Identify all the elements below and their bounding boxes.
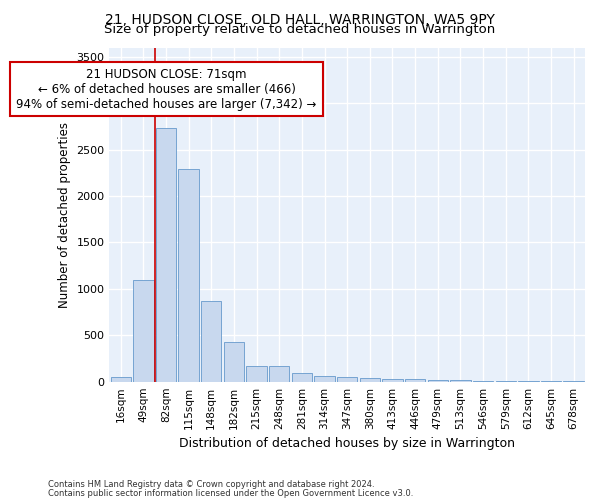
Bar: [201, 301, 221, 382]
Bar: [178, 169, 199, 382]
Bar: [133, 280, 154, 382]
X-axis label: Distribution of detached houses by size in Warrington: Distribution of detached houses by size …: [179, 437, 515, 450]
Bar: [382, 379, 403, 382]
Bar: [224, 342, 244, 382]
Bar: [473, 381, 493, 382]
Bar: [156, 128, 176, 382]
Bar: [359, 378, 380, 382]
Text: 21, HUDSON CLOSE, OLD HALL, WARRINGTON, WA5 9PY: 21, HUDSON CLOSE, OLD HALL, WARRINGTON, …: [105, 12, 495, 26]
Bar: [337, 377, 358, 382]
Bar: [269, 366, 289, 382]
Bar: [450, 380, 470, 382]
Bar: [292, 374, 312, 382]
Text: Size of property relative to detached houses in Warrington: Size of property relative to detached ho…: [104, 22, 496, 36]
Text: 21 HUDSON CLOSE: 71sqm
← 6% of detached houses are smaller (466)
94% of semi-det: 21 HUDSON CLOSE: 71sqm ← 6% of detached …: [16, 68, 317, 110]
Bar: [314, 376, 335, 382]
Text: Contains HM Land Registry data © Crown copyright and database right 2024.: Contains HM Land Registry data © Crown c…: [48, 480, 374, 489]
Y-axis label: Number of detached properties: Number of detached properties: [58, 122, 71, 308]
Bar: [110, 377, 131, 382]
Bar: [247, 366, 267, 382]
Bar: [428, 380, 448, 382]
Bar: [405, 380, 425, 382]
Text: Contains public sector information licensed under the Open Government Licence v3: Contains public sector information licen…: [48, 488, 413, 498]
Bar: [496, 381, 516, 382]
